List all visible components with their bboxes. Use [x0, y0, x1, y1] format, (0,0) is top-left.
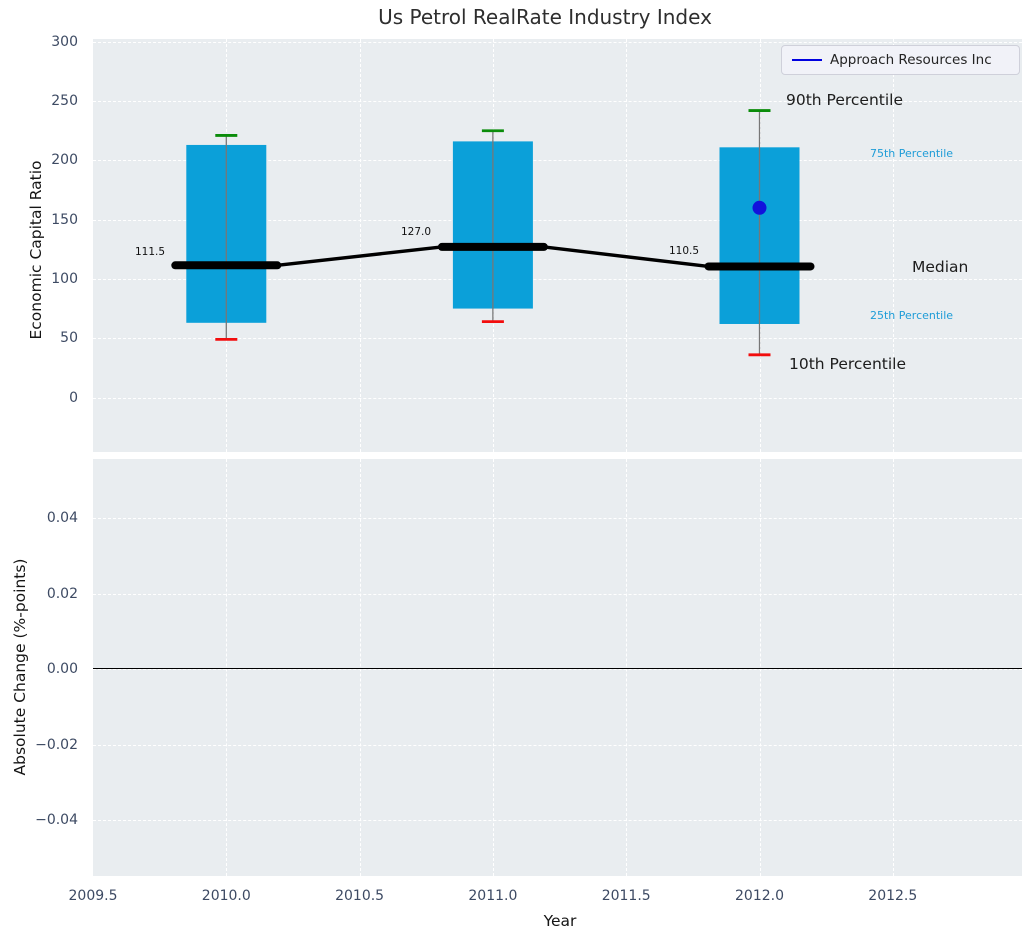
annotation-75th-percentile: 75th Percentile: [870, 147, 954, 160]
y-tick-label: 0.04: [46, 510, 78, 526]
annotation-10th-percentile: 10th Percentile: [789, 355, 907, 373]
gridline: [93, 518, 1022, 519]
gridline: [892, 39, 894, 452]
y-tick-label: 250: [51, 93, 78, 110]
x-tick-label: 2012.5: [868, 888, 918, 904]
gridline: [626, 39, 628, 452]
gridline: [626, 459, 628, 876]
legend-label: Approach Resources Inc: [830, 52, 992, 68]
y-tick-label: −0.02: [35, 736, 78, 753]
gridline: [892, 459, 894, 876]
gridline: [93, 820, 1022, 821]
legend: Approach Resources Inc: [781, 45, 1020, 75]
y-tick-label: 100: [51, 270, 78, 287]
x-tick-label: 2012.0: [735, 888, 784, 904]
x-axis-label: Year: [543, 912, 577, 930]
gridline: [93, 278, 1022, 280]
zero-change-line: [93, 668, 1022, 669]
x-tick-label: 2009.5: [68, 888, 118, 904]
y-tick-label: 0: [69, 389, 78, 406]
median-connector: [543, 245, 709, 269]
y-tick-label: 150: [51, 211, 78, 228]
gridline: [226, 459, 228, 876]
gridline: [359, 459, 361, 876]
top-axes: [93, 39, 1022, 452]
gridline: [93, 744, 1022, 746]
y-tick-label: 50: [60, 330, 78, 347]
x-tick-label: 2010.0: [201, 888, 251, 904]
gridline: [93, 593, 1022, 595]
company-point: [752, 200, 767, 215]
gridline: [93, 101, 1022, 103]
bottom-axes: [93, 459, 1022, 876]
x-tick-label: 2011.0: [468, 888, 518, 904]
gridline: [759, 459, 761, 876]
gridline: [93, 41, 1022, 43]
gridline: [492, 459, 494, 876]
y-tick-label: 300: [51, 33, 78, 50]
median-value-label: 111.5: [134, 246, 166, 258]
median-value-label: 127.0: [400, 226, 432, 238]
annotation-90th-percentile: 90th Percentile: [786, 91, 904, 109]
x-tick-label: 2011.5: [601, 888, 651, 904]
y-tick-label: 0.00: [46, 661, 78, 677]
gridline: [93, 397, 1022, 399]
gridline: [93, 160, 1022, 162]
boxplot-canvas: [171, 109, 815, 357]
gridline: [359, 39, 361, 452]
gridline: [93, 669, 1022, 670]
median-value-label: 110.5: [668, 245, 700, 257]
y-axis-label-top: Economic Capital Ratio: [27, 160, 45, 340]
legend-line-sample: [792, 59, 822, 61]
gridline: [93, 219, 1022, 221]
gridline: [93, 338, 1022, 340]
y-tick-label: −0.04: [35, 812, 78, 828]
x-tick-label: 2010.5: [335, 888, 385, 904]
annotation-25th-percentile: 25th Percentile: [870, 309, 954, 322]
y-tick-label: 200: [51, 152, 78, 169]
y-axis-label-bottom: Absolute Change (%-points): [11, 558, 29, 776]
chart-title: Us Petrol RealRate Industry Index: [378, 5, 712, 29]
y-tick-label: 0.02: [46, 585, 78, 602]
annotation-median: Median: [912, 258, 969, 276]
median-connector: [277, 245, 443, 267]
